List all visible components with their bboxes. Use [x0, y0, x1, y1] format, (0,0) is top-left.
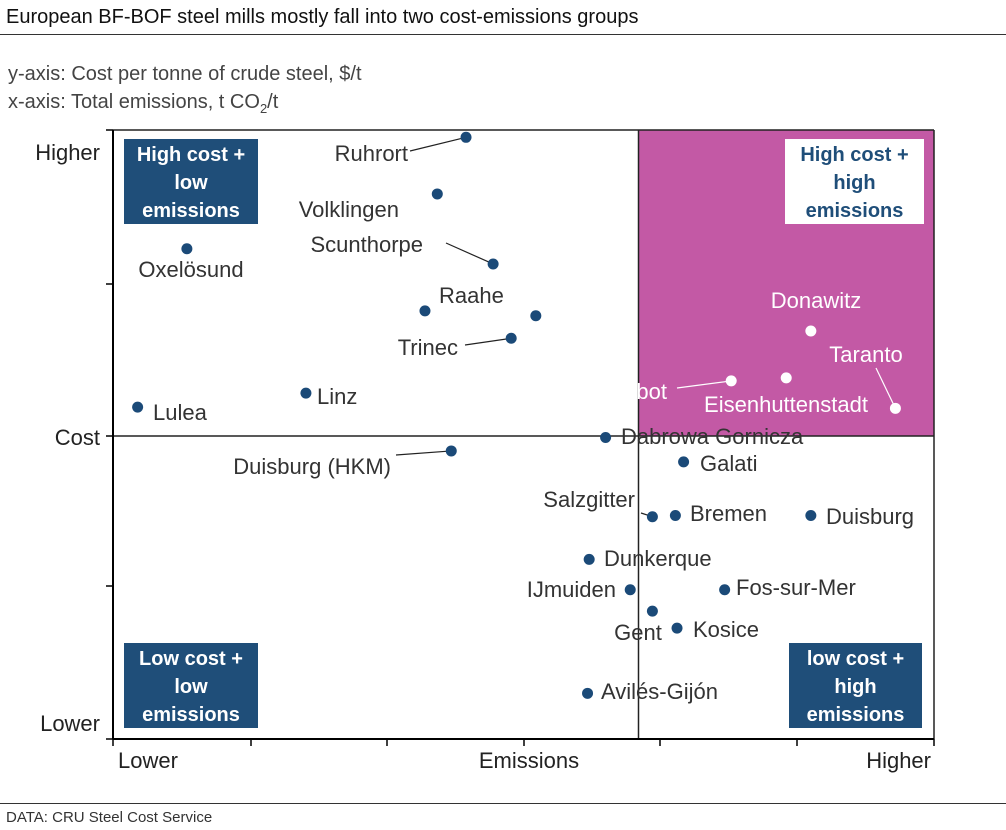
leader-line — [464, 337, 512, 346]
data-point-label: Bremen — [690, 501, 767, 526]
quadrant-label-text-top-right: high — [833, 172, 875, 194]
data-point — [460, 131, 472, 143]
data-point-label: Trinec — [398, 335, 458, 360]
data-point-label: Lulea — [153, 400, 208, 425]
data-point-label: Oxelösund — [138, 257, 243, 282]
quadrant-label-text-bottom-right: high — [834, 676, 876, 698]
data-point-label: Avilés-Gijón — [601, 679, 718, 704]
x-tick-label: Higher — [866, 748, 931, 773]
label-leader-lines — [395, 136, 896, 518]
data-point-label: Port Talbot — [562, 379, 667, 404]
data-point-label: Dunkerque — [604, 546, 712, 571]
data-point-label: Galati — [700, 451, 757, 476]
data-point — [583, 553, 595, 565]
data-point-label: Taranto — [829, 342, 902, 367]
data-point-labels: Ruhrort Volklingen Oxelösund Scunthorpe Raah… — [138, 141, 914, 704]
y-tick-label: Lower — [40, 711, 100, 736]
data-point-label: Duisburg — [826, 504, 914, 529]
data-point — [445, 445, 457, 457]
data-point — [487, 258, 499, 270]
data-point-label: Ruhrort — [335, 141, 408, 166]
quadrant-label-text-bottom-left: Low cost + — [139, 648, 243, 670]
leader-line — [676, 380, 732, 389]
quadrant-labels: High cost + low emissions High cost + high em… — [124, 139, 924, 728]
data-point — [181, 243, 193, 255]
y-tick-label: Higher — [35, 140, 100, 165]
data-point-label: Salzgitter — [543, 487, 635, 512]
data-point — [805, 509, 817, 521]
leader-line — [875, 367, 896, 409]
y-axis-description: y-axis: Cost per tonne of crude steel, $… — [8, 63, 362, 85]
data-point — [624, 584, 636, 596]
data-point-label: Dillingen — [551, 292, 635, 317]
leader-line — [409, 136, 467, 152]
data-point-label: Fos-sur-Mer — [736, 575, 856, 600]
tick-labels: Higher Cost Lower Lower Emissions Higher — [35, 140, 931, 773]
x-tick-label: Emissions — [479, 748, 579, 773]
data-point-label: Dabrowa Gornicza — [621, 424, 804, 449]
data-point-label: Raahe — [439, 283, 504, 308]
leader-line — [395, 450, 452, 456]
quadrant-label-text-bottom-left: emissions — [142, 704, 240, 726]
chart-title: European BF-BOF steel mills mostly fall … — [6, 6, 639, 28]
data-point — [582, 687, 594, 699]
x-axis-description-subscript: 2 — [259, 101, 268, 116]
data-point — [530, 310, 542, 322]
quadrant-label-text-top-right: High cost + — [800, 144, 908, 166]
data-point — [419, 305, 431, 317]
data-point-label: Duisburg (HKM) — [233, 454, 391, 479]
data-point-label: Kosice — [693, 617, 759, 642]
x-axis-description-text: x-axis: Total emissions, t CO — [8, 91, 260, 113]
source-note: DATA: CRU Steel Cost Service — [6, 809, 213, 826]
data-point-label: IJmuiden — [527, 577, 616, 602]
quadrant-label-text-top-right: emissions — [806, 200, 904, 222]
title-divider — [0, 34, 1006, 35]
footer-divider — [0, 803, 1006, 804]
x-axis-description-unit: /t — [267, 91, 279, 113]
data-point — [300, 387, 312, 399]
quadrant-label-box-top-left — [124, 139, 258, 224]
quadrant-label-text-bottom-right: low cost + — [807, 648, 904, 670]
data-point — [505, 332, 517, 344]
quadrant-label-text-bottom-right: emissions — [807, 704, 905, 726]
data-point-label: Volklingen — [299, 197, 399, 222]
data-points — [132, 131, 901, 699]
data-point-label: Donawitz — [771, 288, 861, 313]
data-point-label: Gent — [614, 620, 662, 645]
x-tick-label: Lower — [118, 748, 178, 773]
data-point — [646, 605, 658, 617]
quadrant-label-box-top-right — [785, 139, 924, 224]
y-tick-label: Cost — [55, 425, 100, 450]
quadrant-label-text-top-left: low — [174, 172, 208, 194]
quadrant-label-box-bottom-left — [124, 643, 258, 728]
data-point — [646, 511, 658, 523]
data-point — [678, 456, 690, 468]
data-point — [889, 402, 901, 414]
quadrant-label-text-bottom-left: low — [174, 676, 208, 698]
axis-description: y-axis: Cost per tonne of crude steel, $… — [8, 60, 362, 123]
quadrant-label-text-top-left: emissions — [142, 200, 240, 222]
data-point — [805, 325, 817, 337]
data-point — [780, 372, 792, 384]
data-point-label: Eisenhuttenstadt — [704, 392, 868, 417]
data-point-label: Linz — [317, 384, 357, 409]
scatter-chart: High cost + low emissions High cost + high em… — [35, 129, 935, 773]
quadrant-label-box-bottom-right — [789, 643, 922, 728]
data-point — [669, 509, 681, 521]
data-point — [725, 375, 737, 387]
data-point — [132, 401, 144, 413]
leader-line — [445, 242, 494, 265]
data-point — [671, 622, 683, 634]
data-point — [431, 188, 443, 200]
axes — [106, 129, 935, 746]
data-point-label: Scunthorpe — [310, 232, 423, 257]
x-axis-description: x-axis: Total emissions, t CO2/t — [8, 88, 362, 123]
data-point — [600, 432, 612, 444]
data-point — [719, 584, 731, 596]
quadrant-label-text-top-left: High cost + — [137, 144, 245, 166]
